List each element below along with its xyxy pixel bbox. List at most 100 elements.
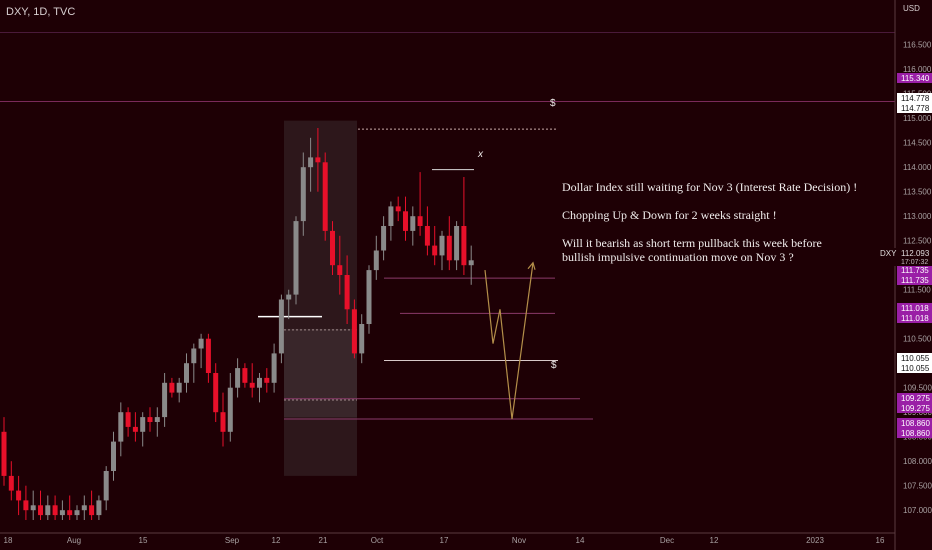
y-tick-label: 109.500 xyxy=(903,384,932,393)
candle-body xyxy=(220,412,226,432)
price-label: 111.018 xyxy=(897,313,932,323)
candle-body xyxy=(59,510,65,516)
candle-body xyxy=(410,216,416,231)
candle-body xyxy=(132,426,138,432)
levels-layer xyxy=(0,31,895,420)
price-label-text: 109.275 xyxy=(901,394,930,403)
candle-body xyxy=(198,338,204,349)
x-tick-label: 21 xyxy=(319,536,328,545)
candle-body xyxy=(176,382,182,393)
candle-body xyxy=(381,226,387,251)
candle-body xyxy=(89,505,95,516)
price-label: 109.275 xyxy=(897,393,932,403)
candle-body xyxy=(235,368,241,388)
price-label: 110.055 xyxy=(897,363,932,373)
candle-body xyxy=(315,157,321,163)
price-label-text: 114.778 xyxy=(901,94,930,103)
candle-body xyxy=(446,235,452,261)
candle-body xyxy=(286,294,292,300)
x-tick-label: Sep xyxy=(225,536,240,545)
price-label-text: 111.018 xyxy=(901,314,929,323)
price-label: 111.735 xyxy=(897,275,932,285)
price-label: 108.860 xyxy=(897,428,932,438)
candle-body xyxy=(293,221,299,295)
x-tick-label: Nov xyxy=(512,536,526,545)
candle-body xyxy=(395,206,401,212)
candle-body xyxy=(242,368,248,383)
annotation-line-1: Dollar Index still waiting for Nov 3 (In… xyxy=(562,180,858,194)
price-label-text: 108.860 xyxy=(901,429,930,438)
candle-body xyxy=(439,235,445,256)
candle-body xyxy=(461,226,467,266)
candle-body xyxy=(103,471,109,501)
candle-body xyxy=(154,417,160,422)
candle-body xyxy=(337,265,343,275)
price-label-text: 108.860 xyxy=(901,419,930,428)
y-tick-label: 107.500 xyxy=(903,482,932,491)
current-price-value: 112.093 xyxy=(901,249,930,258)
y-tick-label: 107.000 xyxy=(903,506,932,515)
candle-body xyxy=(125,412,131,427)
y-tick-label: 114.000 xyxy=(903,163,932,172)
price-label-bg xyxy=(897,265,932,275)
price-label-bg xyxy=(897,313,932,323)
price-label: 111.018 xyxy=(897,303,932,313)
candle-body xyxy=(52,505,58,516)
candle-body xyxy=(373,250,379,271)
price-label-bg xyxy=(897,428,932,438)
time-axis[interactable]: 18 Aug 15 Sep 12 21 Oct 17 Nov 14 Dec 12 2023 16 xyxy=(4,536,885,545)
price-label-bg xyxy=(897,93,932,103)
candle-body xyxy=(67,510,73,516)
symbol-header[interactable]: DXY, 1D, TVC xyxy=(6,6,76,18)
annotation-line-2: Chopping Up & Down for 2 weeks straight … xyxy=(562,208,777,222)
candle-body xyxy=(300,167,306,222)
candle-body xyxy=(308,157,314,168)
price-label-bg xyxy=(897,418,932,428)
candle-body xyxy=(264,377,270,383)
price-label-bg xyxy=(897,103,932,113)
candle-body xyxy=(322,162,328,231)
x-tick-label: 14 xyxy=(576,536,585,545)
candle-body xyxy=(278,299,284,354)
price-label-bg xyxy=(897,363,932,373)
y-tick-label: 111.500 xyxy=(903,286,931,295)
candle-body xyxy=(330,230,335,266)
price-label-bg xyxy=(897,353,932,363)
y-tick-label: 112.500 xyxy=(903,237,932,246)
annotation-text: Dollar Index still waiting for Nov 3 (In… xyxy=(562,180,862,264)
candle-body xyxy=(74,510,80,516)
price-label-bg xyxy=(897,303,932,313)
candle-body xyxy=(359,324,365,354)
candle-body xyxy=(454,226,460,261)
current-price-symbol: DXY xyxy=(880,249,897,258)
y-tick-label: 115.000 xyxy=(903,114,932,123)
candle-body xyxy=(169,382,175,393)
candle-body xyxy=(403,211,408,231)
x-tick-label: 18 xyxy=(4,536,13,545)
y-tick-label: 110.500 xyxy=(903,335,932,344)
price-label: 111.735 xyxy=(897,265,932,275)
candles-layer xyxy=(1,128,474,520)
drawings-layer xyxy=(484,261,536,420)
price-label: 114.778 xyxy=(897,103,932,113)
candle-body xyxy=(424,226,430,246)
candle-body xyxy=(344,275,350,310)
y-tick-label: 113.500 xyxy=(903,188,932,197)
candle-body xyxy=(213,373,219,413)
candle-body xyxy=(227,387,233,432)
y-tick-label: 116.500 xyxy=(903,41,932,50)
candle-body xyxy=(417,216,423,226)
candle-body xyxy=(8,475,14,491)
price-label-text: 111.735 xyxy=(901,266,929,275)
price-label-bg xyxy=(897,73,932,83)
price-label: 110.055 xyxy=(897,353,932,363)
x-tick-label: 12 xyxy=(272,536,281,545)
candle-body xyxy=(351,309,357,354)
price-label: 114.778 xyxy=(897,93,932,103)
candle-body xyxy=(205,338,211,373)
candle-body xyxy=(271,353,277,383)
price-label-text: 110.055 xyxy=(901,364,930,373)
